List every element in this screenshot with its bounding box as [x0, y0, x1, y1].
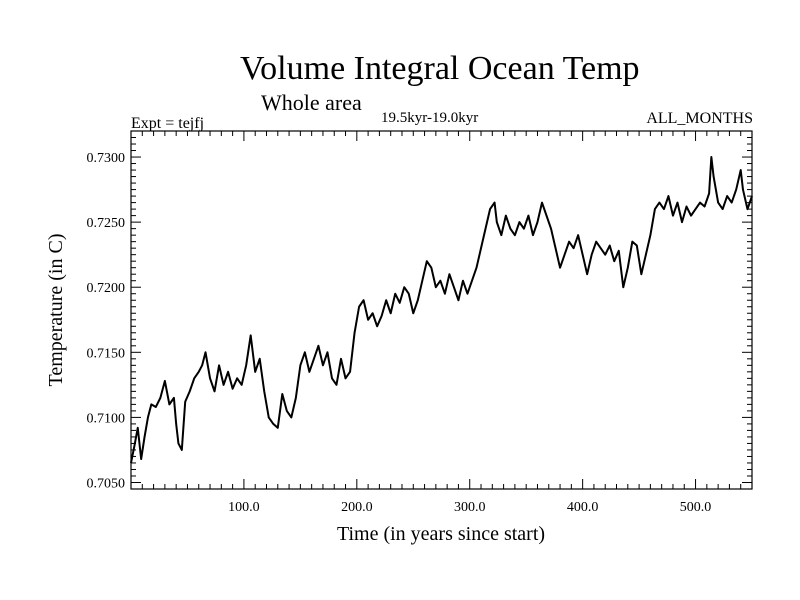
- temperature-series-line: [130, 156, 753, 464]
- x-tick-label: 100.0: [228, 500, 260, 515]
- chart-subtitle: Whole area: [261, 90, 362, 115]
- period-label: 19.5kyr-19.0kyr: [381, 110, 479, 126]
- y-tick-label: 0.7200: [87, 281, 126, 296]
- y-tick-label: 0.7050: [87, 476, 126, 491]
- chart-title: Volume Integral Ocean Temp: [240, 50, 640, 87]
- y-tick-label: 0.7100: [87, 411, 126, 426]
- y-tick-label: 0.7300: [87, 151, 126, 166]
- y-axis-label: Temperature (in C): [45, 234, 67, 387]
- plot-frame: [130, 130, 753, 490]
- x-tick-label: 300.0: [454, 500, 486, 515]
- axis-ticks: [131, 130, 752, 490]
- x-tick-label: 200.0: [341, 500, 373, 515]
- y-tick-label: 0.7150: [87, 346, 126, 361]
- x-tick-label: 500.0: [680, 500, 712, 515]
- x-axis-label: Time (in years since start): [337, 523, 545, 545]
- experiment-label: Expt = tejfj: [131, 115, 205, 132]
- months-label: ALL_MONTHS: [646, 110, 753, 127]
- x-tick-label: 400.0: [567, 500, 599, 515]
- y-tick-label: 0.7250: [87, 216, 126, 231]
- tick-labels: 100.0 200.0 300.0 400.0 500.0 0.7050 0.7100 0.7…: [87, 151, 712, 515]
